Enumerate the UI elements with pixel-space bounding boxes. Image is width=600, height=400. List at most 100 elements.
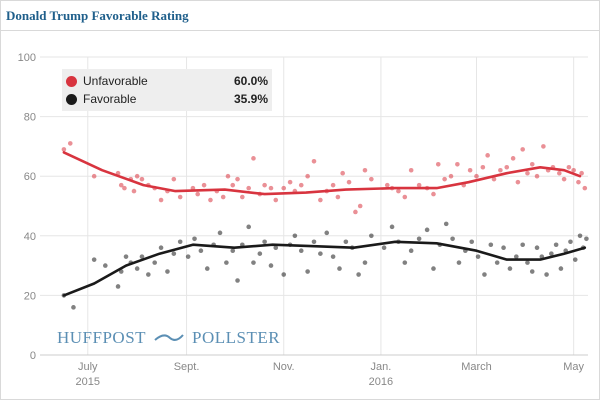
data-point-unfavorable: [534, 173, 540, 179]
data-point-favorable: [369, 233, 374, 239]
legend-value-favorable: 35.9%: [233, 92, 268, 106]
data-point-favorable: [257, 251, 263, 256]
data-point-unfavorable: [61, 147, 67, 152]
data-point-favorable: [268, 263, 274, 268]
data-point-unfavorable: [579, 170, 584, 176]
x-tick-label: Sept.: [174, 361, 200, 373]
data-point-unfavorable: [566, 164, 572, 170]
data-point-unfavorable: [582, 185, 588, 191]
data-point-unfavorable: [158, 197, 164, 203]
data-point-unfavorable: [498, 167, 503, 173]
data-point-unfavorable: [195, 191, 201, 197]
data-point-unfavorable: [357, 203, 363, 209]
data-point-favorable: [469, 239, 475, 245]
data-point-unfavorable: [122, 185, 127, 191]
data-point-unfavorable: [541, 144, 546, 149]
data-point-favorable: [424, 227, 430, 233]
data-point-unfavorable: [557, 170, 562, 176]
data-point-favorable: [91, 257, 97, 262]
data-point-unfavorable: [346, 179, 352, 185]
data-point-favorable: [165, 269, 170, 274]
data-point-favorable: [402, 260, 408, 265]
data-point-favorable: [298, 248, 304, 253]
data-point-unfavorable: [408, 167, 414, 173]
data-point-favorable: [553, 242, 559, 248]
data-point-favorable: [456, 260, 462, 265]
data-point-favorable: [177, 239, 183, 245]
data-point-unfavorable: [335, 194, 341, 200]
x-tick-label: July: [78, 361, 98, 373]
data-point-favorable: [158, 245, 164, 251]
data-point-favorable: [544, 272, 549, 277]
data-point-favorable: [204, 266, 210, 271]
y-tick-label: 60: [24, 171, 36, 183]
data-point-favorable: [71, 305, 76, 310]
data-point-unfavorable: [235, 176, 240, 182]
data-point-unfavorable: [384, 182, 390, 188]
data-point-unfavorable: [246, 185, 251, 191]
data-point-favorable: [389, 224, 395, 230]
data-point-unfavorable: [268, 185, 274, 191]
data-point-favorable: [475, 254, 481, 259]
y-tick-label: 40: [24, 231, 36, 243]
data-point-unfavorable: [171, 176, 177, 182]
data-point-favorable: [450, 236, 455, 242]
data-point-favorable: [330, 254, 336, 259]
data-point-favorable: [224, 260, 229, 265]
data-point-favorable: [134, 266, 140, 271]
data-point-favorable: [139, 254, 145, 259]
data-point-unfavorable: [91, 173, 97, 179]
legend-swatch-favorable: [66, 93, 77, 105]
data-point-unfavorable: [520, 147, 525, 152]
data-point-favorable: [529, 269, 535, 274]
data-point-unfavorable: [131, 188, 137, 194]
data-point-unfavorable: [431, 191, 436, 197]
data-point-unfavorable: [525, 170, 530, 176]
data-point-unfavorable: [369, 176, 374, 182]
data-point-favorable: [558, 266, 564, 271]
data-point-favorable: [318, 251, 323, 256]
legend: Unfavorable 60.0% Favorable 35.9%: [62, 69, 272, 111]
x-tick-label: March: [461, 361, 492, 373]
data-point-favorable: [488, 242, 494, 248]
data-point-favorable: [549, 251, 554, 256]
legend-item-unfavorable[interactable]: Unfavorable 60.0%: [66, 73, 268, 89]
data-point-unfavorable: [561, 176, 567, 182]
data-point-unfavorable: [273, 197, 279, 203]
data-point-unfavorable: [240, 194, 245, 200]
data-point-favorable: [185, 254, 191, 259]
data-point-favorable: [311, 239, 317, 245]
x-tick-sublabel: 2015: [76, 376, 100, 388]
data-point-unfavorable: [510, 156, 516, 161]
data-point-unfavorable: [448, 173, 454, 179]
data-point-unfavorable: [353, 209, 358, 215]
data-point-favorable: [337, 266, 342, 271]
brand-logo: HUFFPOST POLLSTER: [57, 328, 280, 348]
data-point-unfavorable: [435, 161, 441, 167]
data-point-favorable: [501, 245, 506, 251]
data-point-favorable: [198, 248, 204, 253]
legend-value-unfavorable: 60.0%: [233, 74, 268, 88]
data-point-favorable: [431, 266, 436, 271]
data-point-unfavorable: [455, 161, 460, 167]
data-point-unfavorable: [134, 173, 140, 179]
data-point-favorable: [103, 263, 108, 268]
chart-title: Donald Trump Favorable Rating: [6, 8, 189, 23]
trend-line-unfavorable: [62, 151, 582, 196]
trend-line-favorable: [62, 240, 587, 297]
brand-huffpost: HUFFPOST: [57, 328, 147, 347]
data-point-favorable: [507, 266, 513, 271]
legend-item-favorable[interactable]: Favorable 35.9%: [66, 91, 268, 107]
data-point-unfavorable: [340, 170, 345, 176]
data-point-favorable: [520, 242, 525, 248]
data-point-favorable: [230, 248, 236, 253]
data-point-unfavorable: [576, 179, 581, 185]
data-point-unfavorable: [67, 141, 73, 146]
data-point-favorable: [525, 260, 530, 265]
data-point-favorable: [577, 233, 583, 239]
data-point-favorable: [281, 272, 287, 277]
data-point-unfavorable: [467, 167, 473, 173]
data-point-unfavorable: [281, 185, 287, 191]
data-point-favorable: [262, 239, 267, 245]
